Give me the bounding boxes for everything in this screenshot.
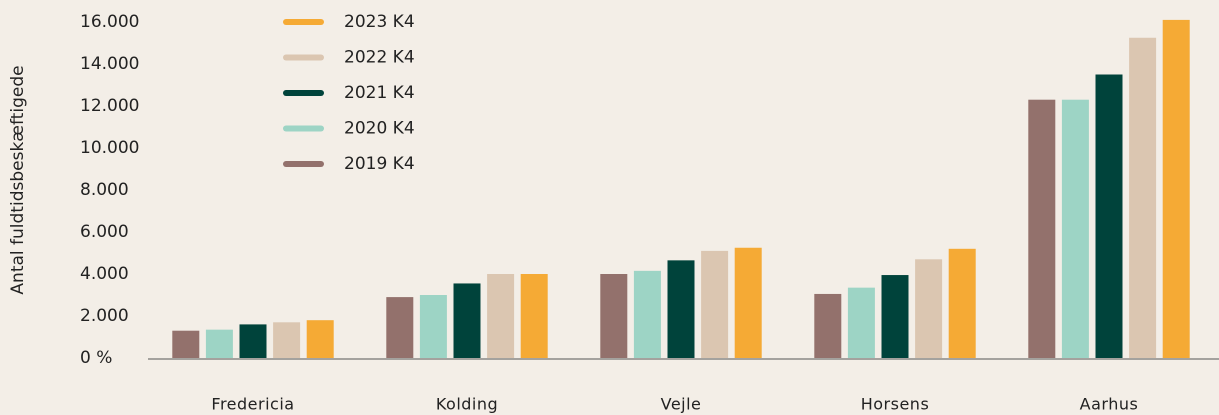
bar xyxy=(948,248,976,358)
y-tick-label: 12.000 xyxy=(80,96,139,116)
bar xyxy=(814,293,842,358)
bar xyxy=(1061,99,1089,358)
legend-label: 2023 K4 xyxy=(344,12,415,32)
x-tick-label: Fredericia xyxy=(211,395,294,414)
y-tick-label: 14.000 xyxy=(80,54,139,74)
y-tick-label: 8.000 xyxy=(80,180,129,200)
bar xyxy=(734,247,762,358)
bar xyxy=(386,297,414,358)
bar xyxy=(239,324,267,358)
bar xyxy=(881,275,909,358)
legend-label: 2021 K4 xyxy=(344,83,415,103)
bar xyxy=(273,322,301,358)
bar xyxy=(1028,99,1056,358)
y-tick-label: 10.000 xyxy=(80,138,139,158)
bar xyxy=(1095,74,1123,358)
legend-label: 2019 K4 xyxy=(344,154,415,174)
y-tick-label: 6.000 xyxy=(80,222,129,242)
bar xyxy=(419,295,447,358)
y-tick-label: 4.000 xyxy=(80,264,129,284)
bar xyxy=(453,283,481,358)
x-tick-label: Aarhus xyxy=(1080,395,1139,414)
bar xyxy=(1162,19,1190,359)
bar xyxy=(172,330,200,358)
legend-label: 2020 K4 xyxy=(344,119,415,139)
x-tick-label: Kolding xyxy=(436,395,498,414)
bar xyxy=(667,260,695,358)
bar xyxy=(600,274,628,358)
bar xyxy=(915,259,943,358)
y-tick-label: 16.000 xyxy=(80,12,139,32)
bar xyxy=(306,320,334,358)
bar xyxy=(205,329,233,358)
bar xyxy=(633,270,661,358)
bar xyxy=(1129,37,1157,358)
x-tick-label: Vejle xyxy=(661,395,702,414)
bar xyxy=(847,287,875,358)
bar xyxy=(701,250,729,358)
bar xyxy=(487,274,515,358)
y-tick-label: 2.000 xyxy=(80,306,129,326)
bar xyxy=(520,274,548,358)
y-axis-label: Antal fuldtidsbeskæftigede xyxy=(8,65,28,294)
legend-label: 2022 K4 xyxy=(344,48,415,68)
y-tick-label: 0 % xyxy=(80,348,112,368)
x-tick-label: Horsens xyxy=(861,395,930,414)
